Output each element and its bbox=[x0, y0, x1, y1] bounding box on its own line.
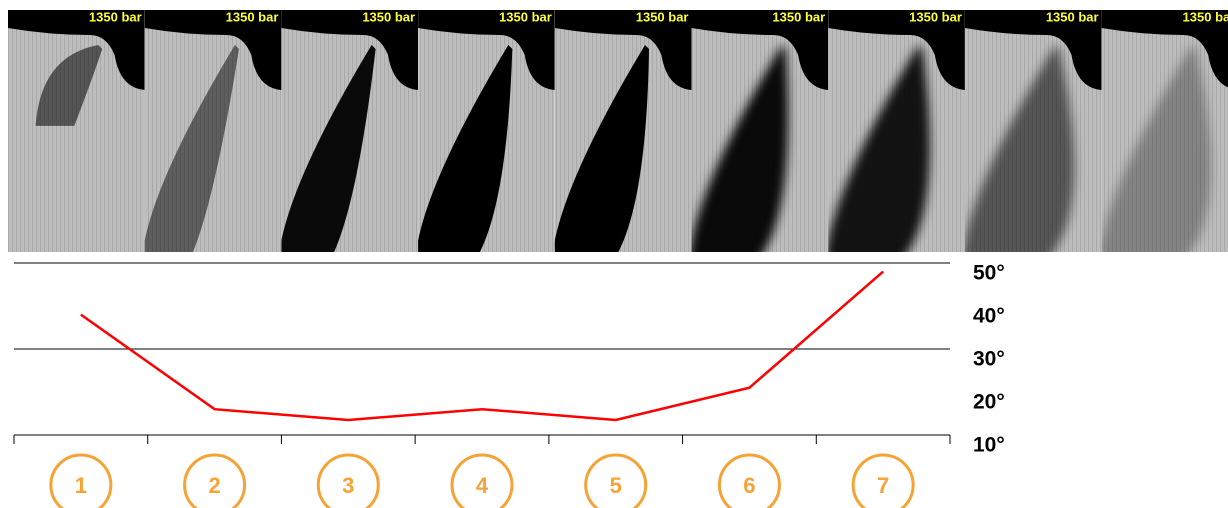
x-tick-label: 4 bbox=[476, 473, 489, 498]
x-tick-label: 2 bbox=[208, 473, 220, 498]
y-tick-label: 30° bbox=[973, 348, 1005, 371]
spray-image: 1350 bar bbox=[415, 9, 555, 262]
image-content: 1350 bar bbox=[825, 9, 965, 262]
pressure-label: 1350 bar bbox=[226, 9, 279, 24]
series-line bbox=[81, 272, 883, 420]
y-tick-label: 40° bbox=[973, 305, 1005, 328]
x-tick-label: 3 bbox=[342, 473, 354, 498]
y-tick-label: 10° bbox=[973, 434, 1005, 457]
pressure-label: 1350 bar bbox=[89, 9, 142, 24]
spray-image: 1350 bar bbox=[278, 9, 418, 262]
x-tick-label: 1 bbox=[75, 473, 87, 498]
spray-image: 1350 bar bbox=[962, 9, 1102, 262]
x-tick-label: 6 bbox=[743, 473, 755, 498]
spray-image: 1350 bar bbox=[688, 9, 828, 262]
spray-image: 1350 bar bbox=[1098, 9, 1228, 262]
spray-image: 1350 bar bbox=[8, 9, 145, 252]
pressure-label: 1350 bar bbox=[499, 9, 552, 24]
image-content: 1350 bar bbox=[962, 9, 1102, 262]
pressure-label: 1350 bar bbox=[362, 9, 415, 24]
spray-image: 1350 bar bbox=[552, 9, 692, 262]
x-tick-label: 5 bbox=[610, 473, 622, 498]
pressure-label: 1350 bar bbox=[636, 9, 689, 24]
y-tick-label: 20° bbox=[973, 391, 1005, 414]
image-content: 1350 bar bbox=[552, 9, 692, 262]
pressure-label: 1350 bar bbox=[1046, 9, 1099, 24]
pressure-label: 1350 bar bbox=[772, 9, 825, 24]
image-content: 1350 bar bbox=[688, 9, 828, 262]
image-content: 1350 bar bbox=[142, 9, 282, 262]
image-content: 1350 bar bbox=[8, 9, 145, 252]
image-content: 1350 bar bbox=[415, 9, 555, 262]
image-content: 1350 bar bbox=[278, 9, 418, 262]
pressure-label: 1350 bar bbox=[1183, 9, 1228, 24]
y-tick-label: 50° bbox=[973, 262, 1005, 285]
pressure-label: 1350 bar bbox=[909, 9, 962, 24]
figure: 1350 bar 1350 bar 1350 bar 1350 bar 1350 bar… bbox=[0, 0, 1228, 508]
image-content: 1350 bar bbox=[1098, 9, 1228, 262]
x-tick-label: 7 bbox=[877, 473, 889, 498]
spray-image: 1350 bar bbox=[142, 9, 282, 262]
spray-image: 1350 bar bbox=[825, 9, 965, 262]
